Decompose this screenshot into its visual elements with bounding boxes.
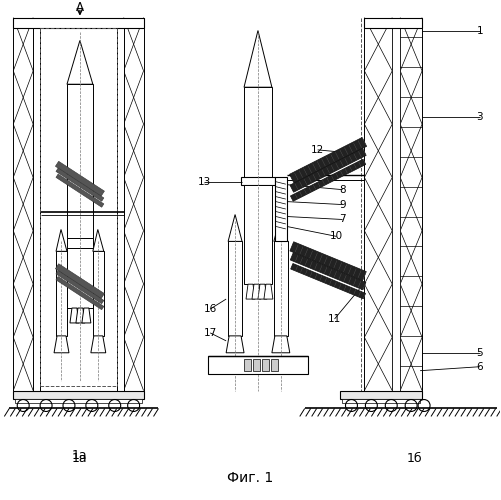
- Polygon shape: [93, 230, 104, 252]
- Polygon shape: [246, 284, 255, 299]
- Polygon shape: [56, 230, 67, 252]
- Bar: [33, 18, 40, 390]
- Text: 1: 1: [476, 26, 483, 36]
- Polygon shape: [264, 284, 273, 299]
- Text: 1а: 1а: [72, 452, 88, 464]
- Bar: [241, 176, 275, 184]
- Bar: [244, 184, 272, 284]
- Bar: [340, 390, 422, 398]
- Bar: [56, 252, 67, 336]
- Bar: [13, 390, 144, 398]
- Bar: [117, 18, 124, 390]
- Polygon shape: [56, 174, 104, 207]
- Polygon shape: [274, 214, 288, 242]
- Polygon shape: [258, 284, 267, 299]
- Polygon shape: [244, 30, 272, 87]
- Text: 13: 13: [197, 176, 211, 186]
- Polygon shape: [56, 264, 104, 298]
- Bar: [271, 359, 278, 370]
- Text: Фиг. 1: Фиг. 1: [227, 471, 273, 485]
- Text: 3: 3: [476, 112, 483, 122]
- Text: 1б: 1б: [406, 452, 422, 464]
- Text: 17: 17: [203, 328, 217, 338]
- Bar: [208, 356, 308, 374]
- Polygon shape: [291, 159, 366, 202]
- Polygon shape: [82, 308, 91, 323]
- Bar: [124, 18, 144, 390]
- Polygon shape: [56, 162, 104, 196]
- Bar: [13, 18, 33, 390]
- Polygon shape: [56, 168, 104, 202]
- Text: 6: 6: [476, 362, 483, 372]
- Bar: [244, 359, 251, 370]
- Bar: [400, 18, 422, 390]
- Polygon shape: [291, 264, 366, 299]
- Text: 7: 7: [339, 214, 346, 224]
- Bar: [228, 242, 242, 336]
- Bar: [364, 18, 392, 390]
- Polygon shape: [91, 336, 106, 353]
- Text: 10: 10: [330, 232, 343, 241]
- Polygon shape: [54, 336, 69, 353]
- Text: 16: 16: [203, 304, 217, 314]
- Polygon shape: [228, 214, 242, 242]
- Polygon shape: [56, 276, 104, 310]
- Polygon shape: [290, 148, 366, 192]
- Polygon shape: [56, 270, 104, 304]
- Polygon shape: [226, 336, 244, 353]
- Bar: [67, 248, 93, 308]
- Bar: [274, 242, 288, 336]
- Bar: [392, 18, 400, 390]
- Bar: [275, 176, 287, 242]
- Bar: [15, 398, 142, 402]
- Polygon shape: [76, 308, 85, 323]
- Polygon shape: [252, 284, 261, 299]
- Polygon shape: [67, 40, 93, 84]
- Bar: [93, 252, 104, 336]
- Text: 9: 9: [339, 200, 346, 209]
- Polygon shape: [272, 336, 290, 353]
- Text: 12: 12: [311, 145, 324, 155]
- Polygon shape: [290, 138, 367, 183]
- Polygon shape: [290, 242, 366, 281]
- Bar: [67, 84, 93, 238]
- Text: 8: 8: [339, 184, 346, 194]
- Polygon shape: [70, 308, 79, 323]
- Bar: [262, 359, 269, 370]
- Bar: [244, 87, 272, 176]
- Text: А: А: [76, 1, 84, 14]
- Bar: [67, 238, 93, 248]
- Bar: [364, 18, 422, 28]
- Text: 11: 11: [328, 314, 341, 324]
- Bar: [13, 18, 144, 28]
- Text: 1а: 1а: [72, 448, 88, 462]
- Bar: [342, 398, 420, 402]
- Bar: [253, 359, 260, 370]
- Text: 5: 5: [476, 348, 483, 358]
- Polygon shape: [290, 252, 366, 290]
